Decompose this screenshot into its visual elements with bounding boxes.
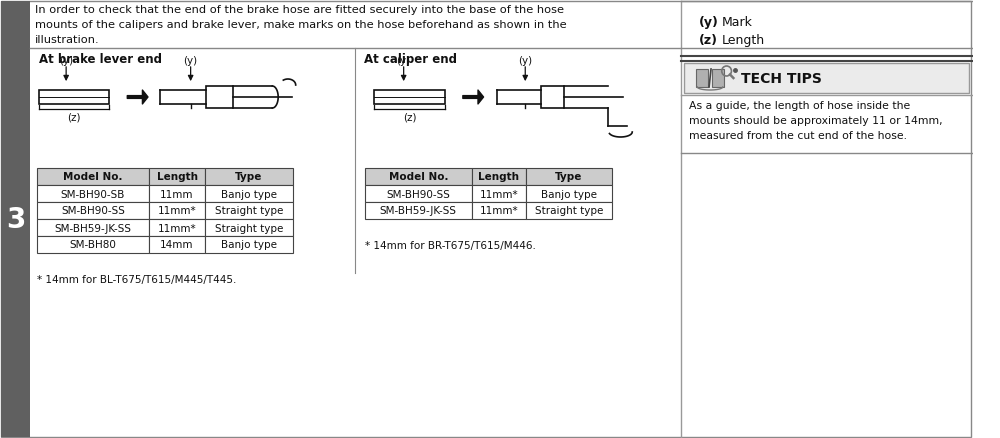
Text: Model No.: Model No. — [63, 172, 123, 182]
FancyBboxPatch shape — [712, 70, 724, 88]
Bar — [541, 87, 564, 109]
Text: Straight type: Straight type — [215, 206, 283, 216]
Bar — [205, 202, 293, 219]
Text: (y): (y) — [698, 16, 718, 29]
FancyBboxPatch shape — [696, 70, 708, 88]
Text: SM-BH80: SM-BH80 — [69, 240, 116, 250]
Bar — [37, 202, 149, 219]
Bar — [472, 169, 526, 186]
Text: Model No.: Model No. — [389, 172, 448, 182]
Text: Length: Length — [157, 172, 198, 182]
Text: At caliper end: At caliper end — [364, 53, 457, 66]
Text: At brake lever end: At brake lever end — [39, 53, 162, 66]
Text: Banjo type: Banjo type — [221, 240, 277, 250]
Bar — [149, 186, 205, 202]
Bar — [205, 237, 293, 254]
Text: (z): (z) — [67, 112, 81, 122]
Bar — [39, 91, 109, 105]
Text: As a guide, the length of hose inside the
mounts should be approximately 11 or 1: As a guide, the length of hose inside th… — [689, 101, 942, 140]
Text: TECH TIPS: TECH TIPS — [741, 72, 822, 86]
Bar — [472, 202, 526, 219]
Text: Banjo type: Banjo type — [541, 189, 597, 199]
Text: (z): (z) — [698, 34, 717, 47]
Text: * 14mm for BR-T675/T615/M446.: * 14mm for BR-T675/T615/M446. — [365, 240, 536, 251]
Text: Straight type: Straight type — [215, 223, 283, 233]
Bar — [206, 87, 233, 109]
Text: SM-BH90-SS: SM-BH90-SS — [61, 206, 125, 216]
Text: 11mm*: 11mm* — [158, 223, 196, 233]
Text: Type: Type — [235, 172, 263, 182]
Bar — [526, 186, 612, 202]
Bar — [205, 219, 293, 237]
Text: Type: Type — [555, 172, 583, 182]
Text: * 14mm for BL-T675/T615/M445/T445.: * 14mm for BL-T675/T615/M445/T445. — [37, 274, 236, 284]
Text: Length: Length — [478, 172, 519, 182]
Text: Mark: Mark — [722, 16, 753, 29]
Text: SM-BH59-JK-SS: SM-BH59-JK-SS — [54, 223, 131, 233]
Text: (y): (y) — [397, 56, 411, 66]
Text: (y): (y) — [518, 56, 532, 66]
Bar — [1, 2, 30, 437]
Bar — [149, 237, 205, 254]
Bar — [37, 237, 149, 254]
Text: (y): (y) — [184, 56, 198, 66]
Text: 11mm: 11mm — [160, 189, 194, 199]
Bar — [149, 219, 205, 237]
Text: 11mm*: 11mm* — [480, 189, 518, 199]
Bar — [37, 169, 149, 186]
Bar — [365, 186, 472, 202]
Bar — [149, 169, 205, 186]
Bar — [365, 169, 472, 186]
Bar — [526, 169, 612, 186]
Text: 14mm: 14mm — [160, 240, 194, 250]
Text: (y): (y) — [59, 56, 73, 66]
Bar — [37, 219, 149, 237]
Text: In order to check that the end of the brake hose are fitted securely into the ba: In order to check that the end of the br… — [35, 5, 567, 45]
Text: Length: Length — [722, 34, 765, 47]
Bar — [149, 202, 205, 219]
Text: Banjo type: Banjo type — [221, 189, 277, 199]
Text: (z): (z) — [403, 112, 416, 122]
Text: 11mm*: 11mm* — [480, 206, 518, 216]
Bar — [205, 169, 293, 186]
Bar — [684, 64, 969, 94]
Text: 3: 3 — [6, 205, 25, 233]
Text: Straight type: Straight type — [535, 206, 603, 216]
Bar — [526, 202, 612, 219]
Text: SM-BH90-SS: SM-BH90-SS — [386, 189, 450, 199]
Text: SM-BH90-SB: SM-BH90-SB — [61, 189, 125, 199]
Bar — [374, 91, 445, 105]
Bar — [37, 186, 149, 202]
Bar — [365, 202, 472, 219]
Bar — [472, 186, 526, 202]
Text: SM-BH59-JK-SS: SM-BH59-JK-SS — [380, 206, 457, 216]
Bar — [205, 186, 293, 202]
Text: 11mm*: 11mm* — [158, 206, 196, 216]
